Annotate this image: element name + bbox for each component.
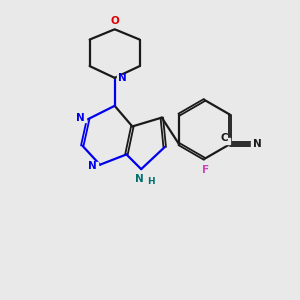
Text: N: N [135,174,144,184]
Bar [203,164,209,170]
Bar [137,172,151,179]
Text: N: N [253,139,262,149]
Text: O: O [110,16,119,26]
Text: F: F [202,165,209,175]
Text: N: N [88,161,96,171]
Bar [111,21,118,27]
Bar [92,162,98,168]
Text: C: C [221,133,229,142]
Text: N: N [76,112,85,123]
Bar [251,141,258,147]
Bar [223,138,230,144]
Text: N: N [118,73,127,83]
Text: H: H [147,177,154,186]
Bar [117,75,123,81]
Bar [80,116,86,122]
